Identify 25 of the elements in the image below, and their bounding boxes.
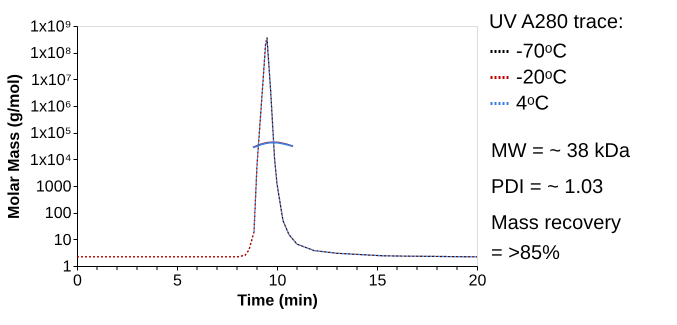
y-tick-label: 1000 (36, 178, 72, 196)
y-tick-label: 1x10⁹ (30, 18, 72, 36)
text: Mass recovery = >85% (491, 212, 622, 264)
y-tick-label: 100 (44, 205, 72, 222)
x-tick-label: 10 (268, 272, 286, 290)
y-tick-label: 1x10⁶ (30, 98, 72, 116)
legend-title: UV A280 trace: (489, 11, 624, 33)
legend-label: 4ᵒC (516, 92, 550, 114)
y-axis-title: Molar Mass (g/mol) (6, 74, 23, 219)
x-tick-label: 20 (468, 272, 486, 290)
y-tick-label: 1 (62, 258, 72, 276)
line-series (253, 39, 478, 258)
x-tick-label: 15 (368, 272, 386, 290)
y-tick-label: 1x10⁷ (31, 72, 72, 89)
text: PDI = ~ 1.03 (491, 176, 604, 198)
legend-label: -70ᵒC (516, 40, 567, 62)
y-tick-label: 1x10⁵ (30, 125, 72, 142)
y-tick-label: 1x10⁸ (30, 45, 72, 62)
x-tick-label: 5 (173, 272, 182, 290)
x-tick-label: 0 (73, 272, 82, 290)
y-tick-label: 10 (54, 232, 72, 249)
legend-label: -20ᵒC (516, 66, 567, 88)
x-axis-title: Time (min) (237, 292, 318, 310)
text: MW = ~ 38 kDa (491, 140, 631, 162)
y-tick-label: 1x10⁴ (30, 152, 72, 169)
